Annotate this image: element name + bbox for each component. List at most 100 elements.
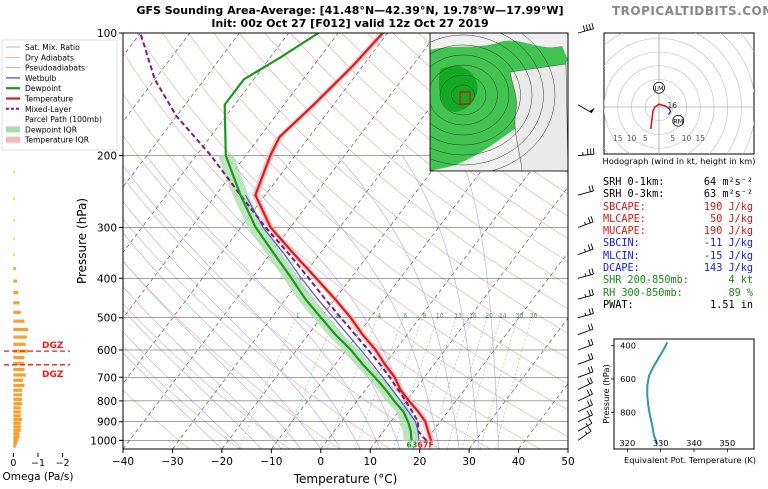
pseudoadiabat xyxy=(123,286,282,449)
temperature-point xyxy=(254,194,256,196)
isotherm-line xyxy=(123,33,388,385)
legend-swatch xyxy=(6,136,20,143)
mixing-ratio-label: 24 xyxy=(499,312,507,319)
index-label: MLCAPE: xyxy=(603,213,646,225)
temperature-point xyxy=(394,376,396,378)
skewt-plot-area: 1 2 4 6 8 10 13 16 20 24 30 36 xyxy=(123,33,568,449)
legend-item-label: Dewpoint IQR xyxy=(25,125,78,134)
index-value: 4 kt xyxy=(728,275,753,287)
temperature-point xyxy=(427,430,429,432)
isotherm-line xyxy=(468,317,568,449)
omega-bar xyxy=(13,266,16,271)
theta-e-x-axis-label: Equivalent Pot. Temperature (K) xyxy=(624,455,756,465)
temperature-point xyxy=(417,411,419,413)
wind-barb xyxy=(577,426,592,441)
temperature-point xyxy=(362,334,364,336)
wind-barb-flag xyxy=(587,426,592,432)
wind-barb-flag xyxy=(590,216,594,223)
hodograph-marker xyxy=(672,114,685,127)
y-tick-label: 200 xyxy=(97,151,117,163)
mixing-ratio-label: 10 xyxy=(436,312,444,319)
wind-barb-flag xyxy=(588,185,591,192)
dry-adiabat xyxy=(290,33,568,263)
dgz-label: DGZ xyxy=(42,341,64,351)
wind-barb xyxy=(577,409,593,423)
dry-adiabat xyxy=(123,135,491,449)
mixing-ratio-label: 30 xyxy=(516,312,524,319)
omega-x-tick-label: −2 xyxy=(56,458,70,469)
indices-panel: SRH 0-1km: 64 m²s⁻² SRH 0-3km: 63 m²s⁻² SBCA… xyxy=(603,177,753,312)
wind-barb-staff xyxy=(577,371,594,378)
dewpoint-point xyxy=(304,298,306,300)
legend-item-label: Temperature xyxy=(24,95,73,104)
temperature-point xyxy=(350,317,352,319)
dry-adiabat xyxy=(239,33,568,310)
wind-barb-half-flag xyxy=(584,431,588,435)
wind-barb-flag xyxy=(590,338,594,345)
index-value: 64 m²s⁻² xyxy=(703,177,753,188)
x-tick-label: −10 xyxy=(260,456,282,468)
wind-barb-half-flag xyxy=(584,312,587,316)
dewpoint-point xyxy=(374,376,376,378)
isotherm-line xyxy=(419,252,568,449)
mixing-ratio-label: 1 xyxy=(296,312,300,319)
wind-barb-staff xyxy=(577,344,594,351)
wind-barb-flag xyxy=(590,352,594,359)
mixing-ratio-line xyxy=(355,317,404,449)
inset-map-isobar xyxy=(430,54,510,136)
pseudoadiabat xyxy=(123,165,361,449)
x-axis-label: Temperature (°C) xyxy=(293,472,398,486)
temperature-point xyxy=(430,439,432,441)
hodograph-ring-label: 10 xyxy=(682,134,692,143)
legend-item-label: Dry Adiabats xyxy=(25,53,74,62)
index-label: SRH 0-1km: xyxy=(603,177,665,188)
dewpoint-point xyxy=(402,411,404,413)
omega-bar xyxy=(13,355,25,360)
dry-adiabat xyxy=(123,177,441,449)
x-tick-label: 20 xyxy=(413,456,426,468)
pseudoadiabat xyxy=(276,155,440,449)
inset-map-isobar xyxy=(430,44,521,146)
wind-barb-half-flag xyxy=(584,294,587,298)
wind-barb-flag xyxy=(589,399,593,406)
wind-barb-staff xyxy=(577,153,594,157)
mixing-ratio-label: 8 xyxy=(423,312,427,319)
inset-map-isobar xyxy=(430,33,544,166)
omega-bar xyxy=(13,435,20,439)
mixing-ratio-line xyxy=(429,317,472,449)
y-tick-label: 700 xyxy=(97,372,117,384)
legend-item-label: Dewpoint xyxy=(25,84,61,93)
mixing-ratio-line xyxy=(480,317,518,449)
index-row: SRH 0-3km: 63 m²s⁻² xyxy=(603,189,753,201)
mixing-ratio-label: 4 xyxy=(377,312,381,319)
wind-barb-flag xyxy=(586,378,591,385)
wind-barb-half-flag xyxy=(584,273,587,277)
omega-bar xyxy=(13,406,21,410)
omega-bar xyxy=(13,425,21,429)
omega-x-tick-label: 0 xyxy=(10,458,16,469)
x-tick-label: −40 xyxy=(112,456,134,468)
wind-barb-flag xyxy=(586,400,591,407)
wind-barb-staff xyxy=(577,248,594,256)
y-tick-label: 400 xyxy=(97,273,117,285)
index-value: 50 J/kg xyxy=(710,213,753,225)
y-tick-label: 600 xyxy=(97,345,117,357)
wind-barb xyxy=(577,268,594,279)
hodograph-ring-label: 15 xyxy=(613,134,623,143)
legend-item-label: Parcel Path (100mb) xyxy=(25,115,102,124)
mixing-ratio-line xyxy=(495,317,532,449)
omega-bar xyxy=(13,410,21,414)
wind-barb-staff xyxy=(577,104,593,114)
theta-e-x-tick-label: 320 xyxy=(619,438,635,448)
omega-x-tick-label: −1 xyxy=(31,458,45,469)
omega-bar xyxy=(13,362,25,366)
omega-bar xyxy=(13,438,19,442)
omega-bar xyxy=(13,196,15,201)
legend-item-label: Temperature IQR xyxy=(24,136,90,145)
index-label: DCAPE: xyxy=(603,263,640,275)
dewpoint-point xyxy=(407,421,409,423)
dewpoint-point xyxy=(279,57,281,59)
temperature-point xyxy=(375,349,377,351)
dry-adiabat xyxy=(123,303,290,449)
